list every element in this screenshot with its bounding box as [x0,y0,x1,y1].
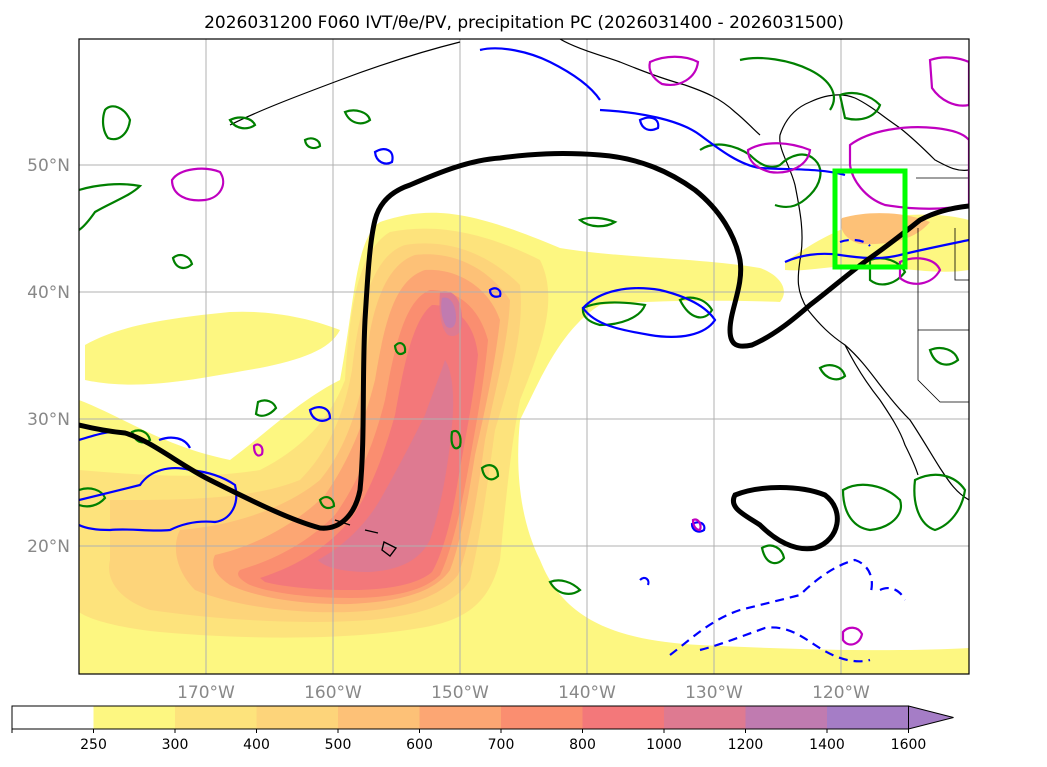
lat-axis: 50°N 40°N 30°N 20°N [27,156,70,557]
colorbar-segment [175,706,257,729]
colorbar-tick-label: 800 [569,737,596,753]
colorbar-tick-label: 1600 [891,737,927,753]
colorbar-segment [582,706,665,729]
map-plot-area [79,39,969,674]
colorbar-extend-arrow [908,705,954,730]
pv-positive-contours [79,56,967,595]
precip-contours [170,55,969,646]
coast-baja [844,344,919,476]
pv-negative-dashed [669,238,906,663]
lon-tick-label-170: 170°W [177,683,235,703]
state-border-3 [954,228,969,281]
ivt-1000 [318,360,454,572]
colorbar-tick-label: 700 [488,737,515,753]
lon-tick-label-160: 160°W [304,683,362,703]
lon-axis: 170°W 160°W 150°W 140°W 130°W 120°W [177,683,870,703]
map-frame [78,38,970,675]
lon-tick-label-120: 120°W [812,683,870,703]
colorbar-outline [11,705,909,730]
coast-alaska [559,39,761,136]
ivt-250-west [85,311,340,385]
colorbar-segment [256,706,339,729]
lat-tick-label-50: 50°N [27,156,70,176]
lon-tick-label-150: 150°W [431,683,489,703]
colorbar-segment [93,706,176,729]
colorbar-tick-label: 1200 [728,737,764,753]
theta-e-main [79,151,969,531]
colorbar-segment [501,706,583,729]
highlight-box [832,168,908,270]
colorbar-segment [664,706,746,729]
colorbar-segment [338,706,420,729]
colorbar-segment [419,706,502,729]
colorbar-tick-label: 500 [325,737,352,753]
colorbar-tick-label: 1000 [646,737,682,753]
lat-tick-label-40: 40°N [27,283,70,303]
coast-aleutians [229,41,461,126]
lat-tick-label-20: 20°N [27,537,70,557]
colorbar: 250 300 400 500 600 700 800 1000 1200 1400 1600 [11,705,954,753]
colorbar-segment [745,706,828,729]
colorbar-segment [12,706,94,729]
coast-north-america [779,94,969,501]
chart-title: 2026031200 F060 IVT/θe/PV, precipitation… [204,13,844,33]
coastlines [229,39,969,557]
colorbar-tick-label: 1400 [809,737,845,753]
state-border-4 [917,330,969,403]
lat-tick-label-30: 30°N [27,410,70,430]
colorbar-tick-label: 250 [80,737,107,753]
lon-tick-label-130: 130°W [685,683,743,703]
colorbar-tick-label: 600 [406,737,433,753]
colorbar-tick-label: 400 [243,737,270,753]
theta-e-contours [79,151,969,552]
ivt-1000-east [840,213,930,245]
theta-e-loop [730,485,840,552]
lon-tick-label-140: 140°W [558,683,616,703]
colorbar-segment [827,706,909,729]
colorbar-tick-label: 300 [162,737,189,753]
ivt-1200 [441,297,456,328]
ivt-shading [79,212,969,674]
